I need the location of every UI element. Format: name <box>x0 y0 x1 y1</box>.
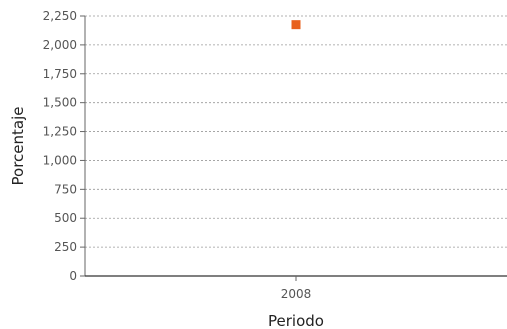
y-ticks: 0 250 500 750 1,000 1,250 1,500 1,750 2,000 2,250 <box>43 9 85 283</box>
y-axis-title: Porcentaje <box>9 107 27 186</box>
x-tick-label: 2008 <box>281 287 312 301</box>
y-tick-label: 1,000 <box>43 153 77 167</box>
y-tick-label: 2,250 <box>43 9 77 23</box>
y-tick-label: 0 <box>69 269 77 283</box>
data-point <box>291 20 301 30</box>
x-axis-title: Periodo <box>268 312 324 329</box>
y-tick-label: 750 <box>54 182 77 196</box>
y-tick-label: 1,500 <box>43 96 77 110</box>
y-tick-label: 2,000 <box>43 38 77 52</box>
x-ticks: 2008 <box>281 276 312 301</box>
y-tick-label: 1,750 <box>43 67 77 81</box>
axes <box>84 16 507 277</box>
data-points <box>291 20 301 30</box>
y-tick-label: 1,250 <box>43 125 77 139</box>
y-tick-label: 500 <box>54 211 77 225</box>
gridlines <box>85 15 507 248</box>
y-tick-label: 250 <box>54 240 77 254</box>
